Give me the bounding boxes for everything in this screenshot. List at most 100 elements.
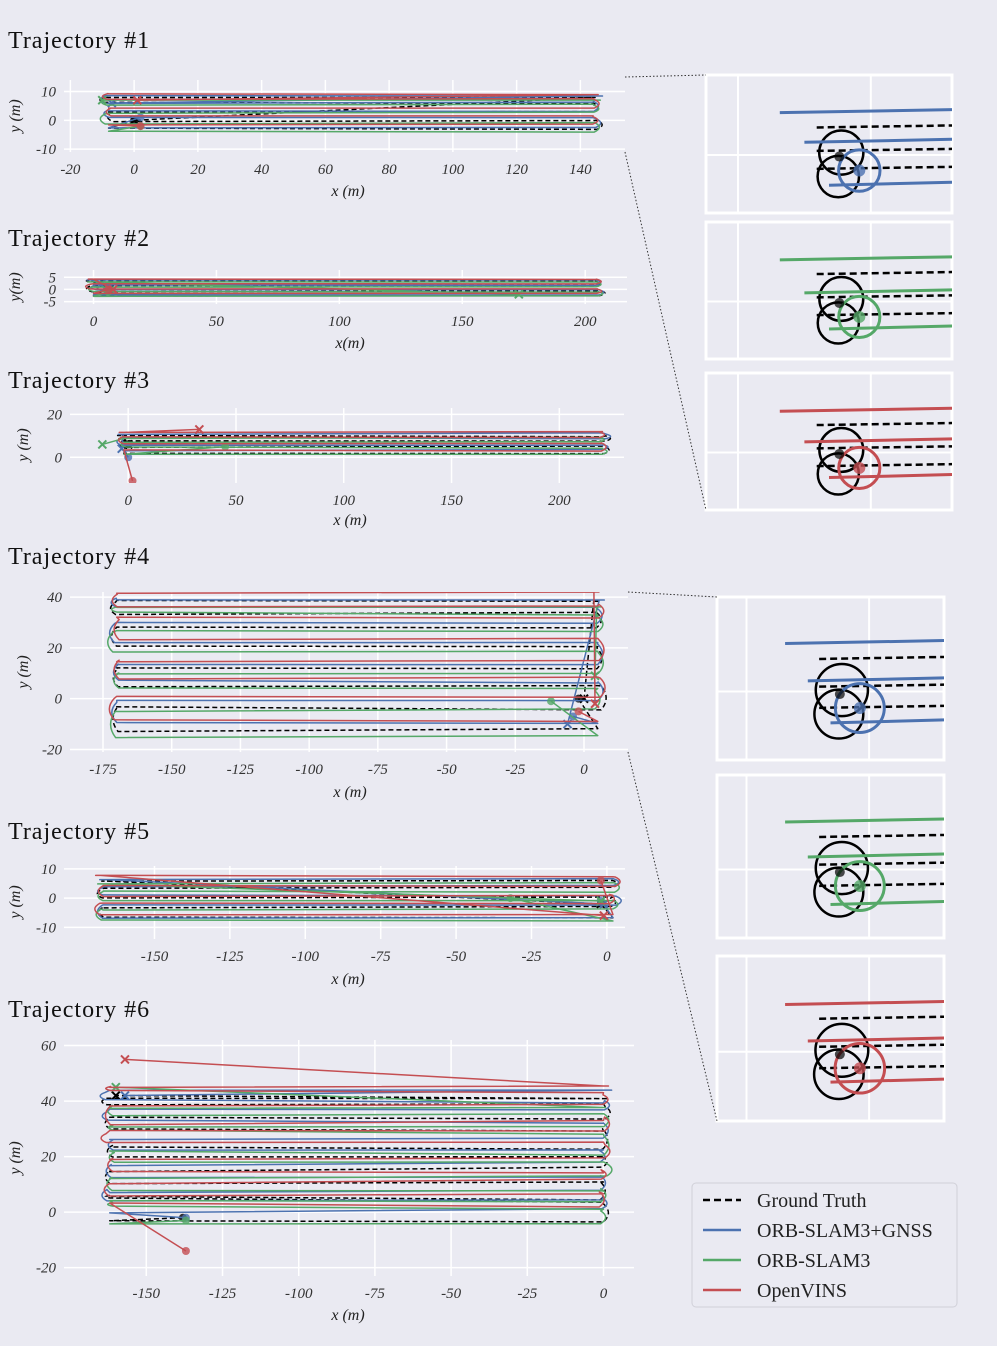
legend-label: ORB-SLAM3 <box>757 1250 870 1272</box>
trajectory-openvins <box>108 592 606 723</box>
inset-estimate-line <box>779 108 952 115</box>
y-axis-label: y(m) <box>7 272 24 303</box>
x-tick-label: -20 <box>60 162 80 178</box>
x-tick-label: -150 <box>158 762 186 778</box>
x-tick-label: 0 <box>124 493 132 509</box>
inset-start-marker <box>853 164 866 177</box>
inset-4-orb-slam3-gnss <box>715 595 946 762</box>
y-tick-label: 10 <box>41 862 57 878</box>
inset-estimate-loop <box>837 294 882 339</box>
inset-start-marker <box>853 461 866 474</box>
inset-estimate-line <box>804 437 952 444</box>
inset-estimate-line <box>779 255 952 262</box>
inset-estimate-line <box>830 718 944 725</box>
y-tick-label: 0 <box>49 282 57 298</box>
trajectory-lines <box>94 874 622 922</box>
x-tick-label: -50 <box>446 949 466 965</box>
inset-ground-truth <box>819 1043 944 1048</box>
x-tick-label: 0 <box>580 762 588 778</box>
end-marker <box>97 95 107 105</box>
x-tick-label: 100 <box>442 162 465 178</box>
x-tick-label: 0 <box>600 1286 608 1302</box>
inset-estimate-line <box>785 817 944 824</box>
trajectory-lines <box>99 1054 613 1256</box>
end-marker <box>194 424 205 435</box>
y-tick-label: -20 <box>42 742 62 758</box>
x-tick-label: -25 <box>517 1286 537 1302</box>
inset-ground-truth-loop <box>818 275 865 323</box>
inset-estimate-loop <box>837 445 882 490</box>
x-tick-label: 0 <box>90 314 98 330</box>
y-tick-label: 40 <box>47 590 63 606</box>
inset-estimate-line <box>804 288 952 295</box>
y-tick-label: 5 <box>49 270 57 286</box>
y-tick-label: -5 <box>44 295 57 311</box>
inset-estimate-line <box>804 137 952 144</box>
y-axis-label: y (m) <box>7 885 24 920</box>
trajectory-plot-5: Trajectory #5 -150 -125 -100 -75 -50 -25 0 10 0 -1… <box>7 819 625 988</box>
trajectory-lines <box>107 592 607 739</box>
x-tick-label: -75 <box>365 1286 385 1302</box>
x-tick-label: 60 <box>318 162 334 178</box>
inset-ground-truth <box>819 683 944 688</box>
inset-ground-truth <box>819 1015 944 1020</box>
x-tick-label: 120 <box>505 162 528 178</box>
x-tick-label: -50 <box>437 762 457 778</box>
start-marker <box>574 707 583 716</box>
trajectory-openvins <box>100 1058 611 1252</box>
inset-estimate-line <box>807 852 944 859</box>
start-marker <box>136 122 145 131</box>
start-marker <box>128 476 137 483</box>
inset-start-marker <box>834 448 845 459</box>
start-marker <box>596 876 605 885</box>
inset-estimate-line <box>828 324 952 331</box>
start-marker <box>181 1247 190 1256</box>
inset-frame <box>704 220 954 361</box>
x-tick-label: 50 <box>228 493 244 509</box>
x-tick-label: -75 <box>371 949 391 965</box>
legend-box <box>691 1182 958 1308</box>
x-axis-label: x (m) <box>330 1307 364 1324</box>
end-marker <box>108 284 118 295</box>
x-tick-label: -75 <box>368 762 388 778</box>
y-axis-label: y (m) <box>7 99 24 134</box>
x-tick-label: -150 <box>133 1286 161 1302</box>
legend-label: ORB-SLAM3+GNSS <box>757 1220 933 1242</box>
y-tick-label: 20 <box>47 407 63 423</box>
y-tick-label: 40 <box>41 1094 57 1110</box>
y-tick-label: 0 <box>49 113 57 129</box>
end-marker <box>514 289 524 299</box>
end-marker <box>97 439 108 450</box>
x-tick-label: -50 <box>441 1286 461 1302</box>
end-marker <box>111 1090 121 1101</box>
inset-estimate-line <box>830 899 944 906</box>
x-tick-label: -25 <box>505 762 525 778</box>
x-axis-label: x (m) <box>332 784 366 801</box>
x-tick-label: 100 <box>333 493 356 509</box>
x-tick-label: 140 <box>569 162 592 178</box>
zoom-connector <box>624 74 707 78</box>
x-tick-label: -175 <box>89 762 117 778</box>
y-tick-label: 20 <box>41 1150 57 1166</box>
inset-1-orb-slam3-gnss <box>704 73 954 215</box>
inset-ground-truth <box>819 1064 944 1070</box>
trajectory-lines <box>97 92 604 133</box>
trajectory-orb-slam3-gnss <box>86 279 605 296</box>
zoom-connector <box>624 151 707 511</box>
inset-estimate-loop <box>833 682 886 735</box>
inset-estimate-line <box>830 1077 944 1084</box>
end-marker <box>120 1090 130 1101</box>
inset-ground-truth-loop <box>814 1022 870 1078</box>
inset-start-marker <box>834 689 845 700</box>
legend-label: OpenVINS <box>757 1280 847 1302</box>
inset-ground-truth <box>819 882 944 888</box>
start-marker <box>136 113 145 122</box>
x-axis-label: x (m) <box>332 512 366 529</box>
y-tick-label: 20 <box>47 641 63 657</box>
trajectory-ground-truth <box>96 879 619 919</box>
x-tick-label: 150 <box>451 314 474 330</box>
inset-1-orb-slam3 <box>704 220 954 361</box>
x-tick-label: -100 <box>295 762 323 778</box>
